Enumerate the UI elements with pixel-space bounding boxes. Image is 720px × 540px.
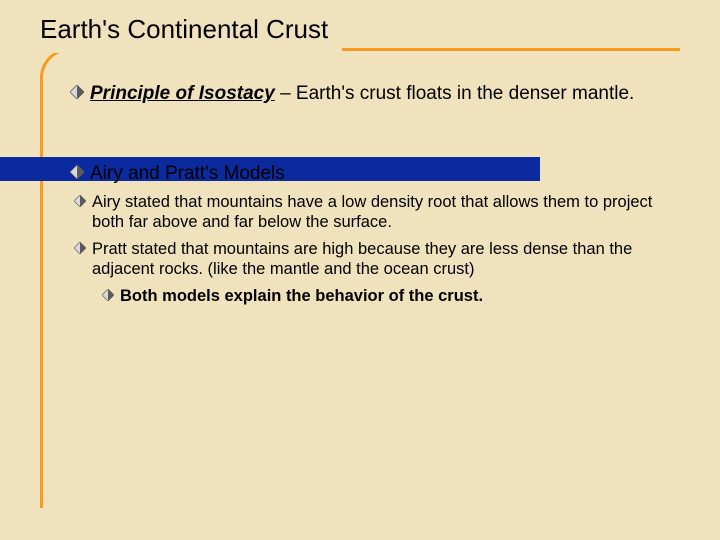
diamond-bullet-icon	[70, 165, 84, 179]
airy-text: Airy stated that mountains have a low de…	[92, 192, 670, 233]
both-models-text: Both models explain the behavior of the …	[120, 286, 483, 307]
diamond-bullet-icon	[74, 195, 86, 207]
list-item: Both models explain the behavior of the …	[102, 286, 670, 307]
list-item: Airy stated that mountains have a low de…	[74, 192, 670, 233]
models-heading: Airy and Pratt's Models	[90, 162, 285, 186]
list-item: Pratt stated that mountains are high bec…	[74, 239, 670, 280]
slide-title: Earth's Continental Crust	[26, 14, 342, 53]
diamond-bullet-icon	[70, 85, 84, 99]
diamond-bullet-icon	[102, 289, 114, 301]
principle-text: Principle of Isostacy – Earth's crust fl…	[90, 82, 634, 106]
principle-rest: – Earth's crust floats in the denser man…	[275, 83, 635, 104]
slide-content: Principle of Isostacy – Earth's crust fl…	[70, 82, 670, 313]
list-item: Principle of Isostacy – Earth's crust fl…	[70, 82, 670, 106]
principle-section: Principle of Isostacy – Earth's crust fl…	[70, 82, 670, 106]
models-heading-section: Airy and Pratt's Models	[70, 162, 670, 186]
list-item: Airy and Pratt's Models	[70, 162, 670, 186]
principle-term: Principle of Isostacy	[90, 83, 275, 104]
diamond-bullet-icon	[74, 242, 86, 254]
pratt-text: Pratt stated that mountains are high bec…	[92, 239, 670, 280]
